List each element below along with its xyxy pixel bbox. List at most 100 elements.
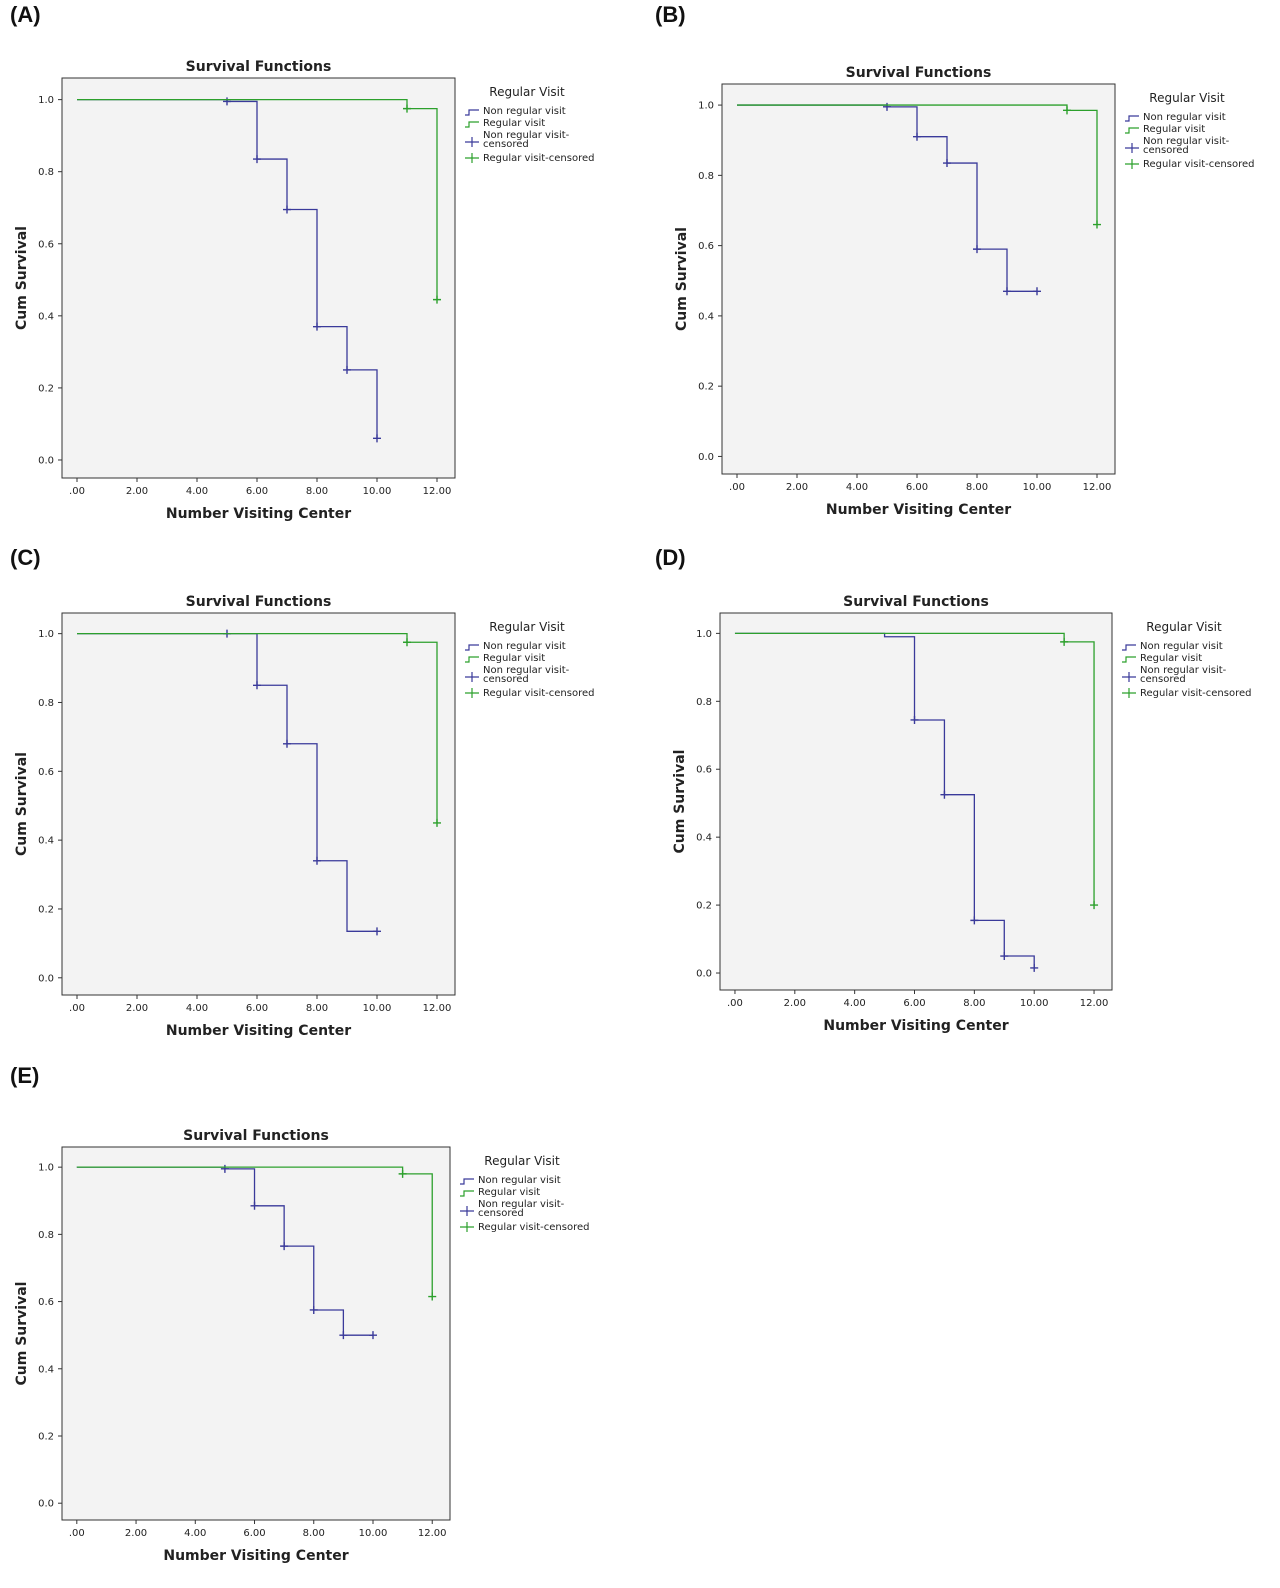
censor-mark-non-regular <box>883 102 891 111</box>
x-tick-label: 2.00 <box>126 1003 148 1014</box>
y-tick-label: 0.8 <box>38 698 54 709</box>
x-tick-label: .00 <box>69 486 85 497</box>
censor-mark-non-regular <box>343 365 351 374</box>
x-tick-label: 12.00 <box>1080 998 1109 1009</box>
y-tick-label: 1.0 <box>698 101 714 112</box>
y-tick-label: 0.0 <box>38 455 54 466</box>
x-tick-label: 8.00 <box>306 1003 328 1014</box>
y-tick-label: 0.2 <box>38 904 54 915</box>
legend-swatch-regular <box>460 1190 474 1197</box>
censor-mark-non-regular <box>943 159 951 168</box>
panel-label-b: (B) <box>655 2 686 27</box>
y-tick-label: 0.4 <box>38 311 54 322</box>
legend-label-non-regular: Non regular visit <box>483 641 566 652</box>
legend-label-regular-censored: Regular visit-censored <box>1143 159 1254 170</box>
legend-label-regular-censored: Regular visit-censored <box>478 1222 589 1233</box>
y-axis-label: Cum Survival <box>14 752 30 856</box>
x-tick-label: 8.00 <box>963 998 985 1009</box>
chart-title: Survival Functions <box>186 594 332 610</box>
legend-swatch-non-regular <box>460 1178 474 1185</box>
legend-title: Regular Visit <box>484 1154 560 1168</box>
legend-swatch-regular-censored <box>465 153 479 163</box>
legend-label-non-regular-censored-line1: Non regular visit- <box>1143 136 1230 147</box>
censor-mark-non-regular <box>1033 287 1041 296</box>
x-tick-label: 10.00 <box>1023 482 1052 493</box>
legend-label-non-regular: Non regular visit <box>1140 641 1223 652</box>
x-tick-label: .00 <box>69 1528 85 1539</box>
panel-label-e: (E) <box>10 1063 40 1088</box>
censor-mark-non-regular <box>973 245 981 254</box>
legend-label-non-regular-censored-line1: Non regular visit- <box>483 130 570 141</box>
x-tick-label: .00 <box>727 998 743 1009</box>
censor-mark-non-regular <box>373 434 381 443</box>
legend-title: Regular Visit <box>1149 91 1225 105</box>
y-axis-label: Cum Survival <box>672 750 688 854</box>
x-tick-label: 10.00 <box>359 1528 388 1539</box>
y-tick-label: 0.2 <box>698 382 714 393</box>
plot-area <box>61 612 456 996</box>
censor-mark-regular <box>1090 901 1099 910</box>
chart-title: Survival Functions <box>846 65 992 81</box>
censor-mark-non-regular <box>339 1331 348 1340</box>
legend-title: Regular Visit <box>489 85 565 99</box>
x-tick-label: 12.00 <box>423 1003 452 1014</box>
censor-mark-non-regular <box>253 681 261 690</box>
censor-mark-non-regular <box>253 155 261 164</box>
legend-swatch-regular <box>1125 127 1139 134</box>
y-tick-label: 0.2 <box>38 383 54 394</box>
y-tick-label: 0.6 <box>698 241 714 252</box>
plot-area <box>721 83 1116 475</box>
censor-mark-regular <box>403 638 411 647</box>
y-tick-label: 0.6 <box>696 765 712 776</box>
legend-swatch-non-regular-censored <box>460 1206 474 1216</box>
x-tick-label: 10.00 <box>363 1003 392 1014</box>
legend-swatch-regular <box>465 656 479 663</box>
legend-swatch-non-regular-censored <box>1122 672 1136 682</box>
plot-area <box>719 612 1113 991</box>
x-axis-label: Number Visiting Center <box>166 506 351 522</box>
censor-mark-non-regular <box>940 790 949 799</box>
legend-swatch-non-regular-censored <box>465 137 479 147</box>
y-tick-label: 0.0 <box>696 969 712 980</box>
y-tick-label: 0.8 <box>696 697 712 708</box>
censor-mark-regular <box>1093 220 1101 229</box>
legend-label-regular-censored: Regular visit-censored <box>483 688 594 699</box>
x-tick-label: .00 <box>69 1003 85 1014</box>
x-tick-label: 8.00 <box>303 1528 325 1539</box>
x-tick-label: 4.00 <box>186 486 208 497</box>
y-tick-label: 0.8 <box>38 167 54 178</box>
legend-swatch-regular-censored <box>1125 159 1139 169</box>
x-tick-label: 6.00 <box>246 1003 268 1014</box>
censor-mark-regular <box>1063 106 1071 115</box>
legend-label-non-regular-censored-line2: censored <box>483 139 529 150</box>
x-tick-label: 12.00 <box>1083 482 1112 493</box>
legend-swatch-regular-censored <box>465 688 479 698</box>
chart-title: Survival Functions <box>186 59 332 75</box>
censor-mark-non-regular <box>913 132 921 141</box>
legend-swatch-regular-censored <box>460 1222 474 1232</box>
legend-swatch-non-regular <box>465 644 479 651</box>
censor-mark-non-regular <box>223 97 231 106</box>
legend-label-non-regular-censored-line1: Non regular visit- <box>1140 665 1227 676</box>
legend-swatch-regular-censored <box>1122 688 1136 698</box>
x-tick-label: 8.00 <box>966 482 988 493</box>
censor-mark-non-regular <box>309 1305 318 1314</box>
censor-mark-non-regular <box>283 205 291 214</box>
censor-mark-non-regular <box>313 856 321 865</box>
x-tick-label: 6.00 <box>903 998 925 1009</box>
y-tick-label: 0.6 <box>38 1297 54 1308</box>
y-tick-label: 1.0 <box>696 629 712 640</box>
x-tick-label: 6.00 <box>906 482 928 493</box>
legend-label-regular: Regular visit <box>478 1187 540 1198</box>
y-axis-label: Cum Survival <box>674 227 690 331</box>
y-tick-label: 0.8 <box>698 171 714 182</box>
censor-mark-regular <box>398 1169 407 1178</box>
legend-swatch-regular <box>1122 656 1136 663</box>
censor-mark-non-regular <box>313 322 321 331</box>
y-tick-label: 1.0 <box>38 95 54 106</box>
